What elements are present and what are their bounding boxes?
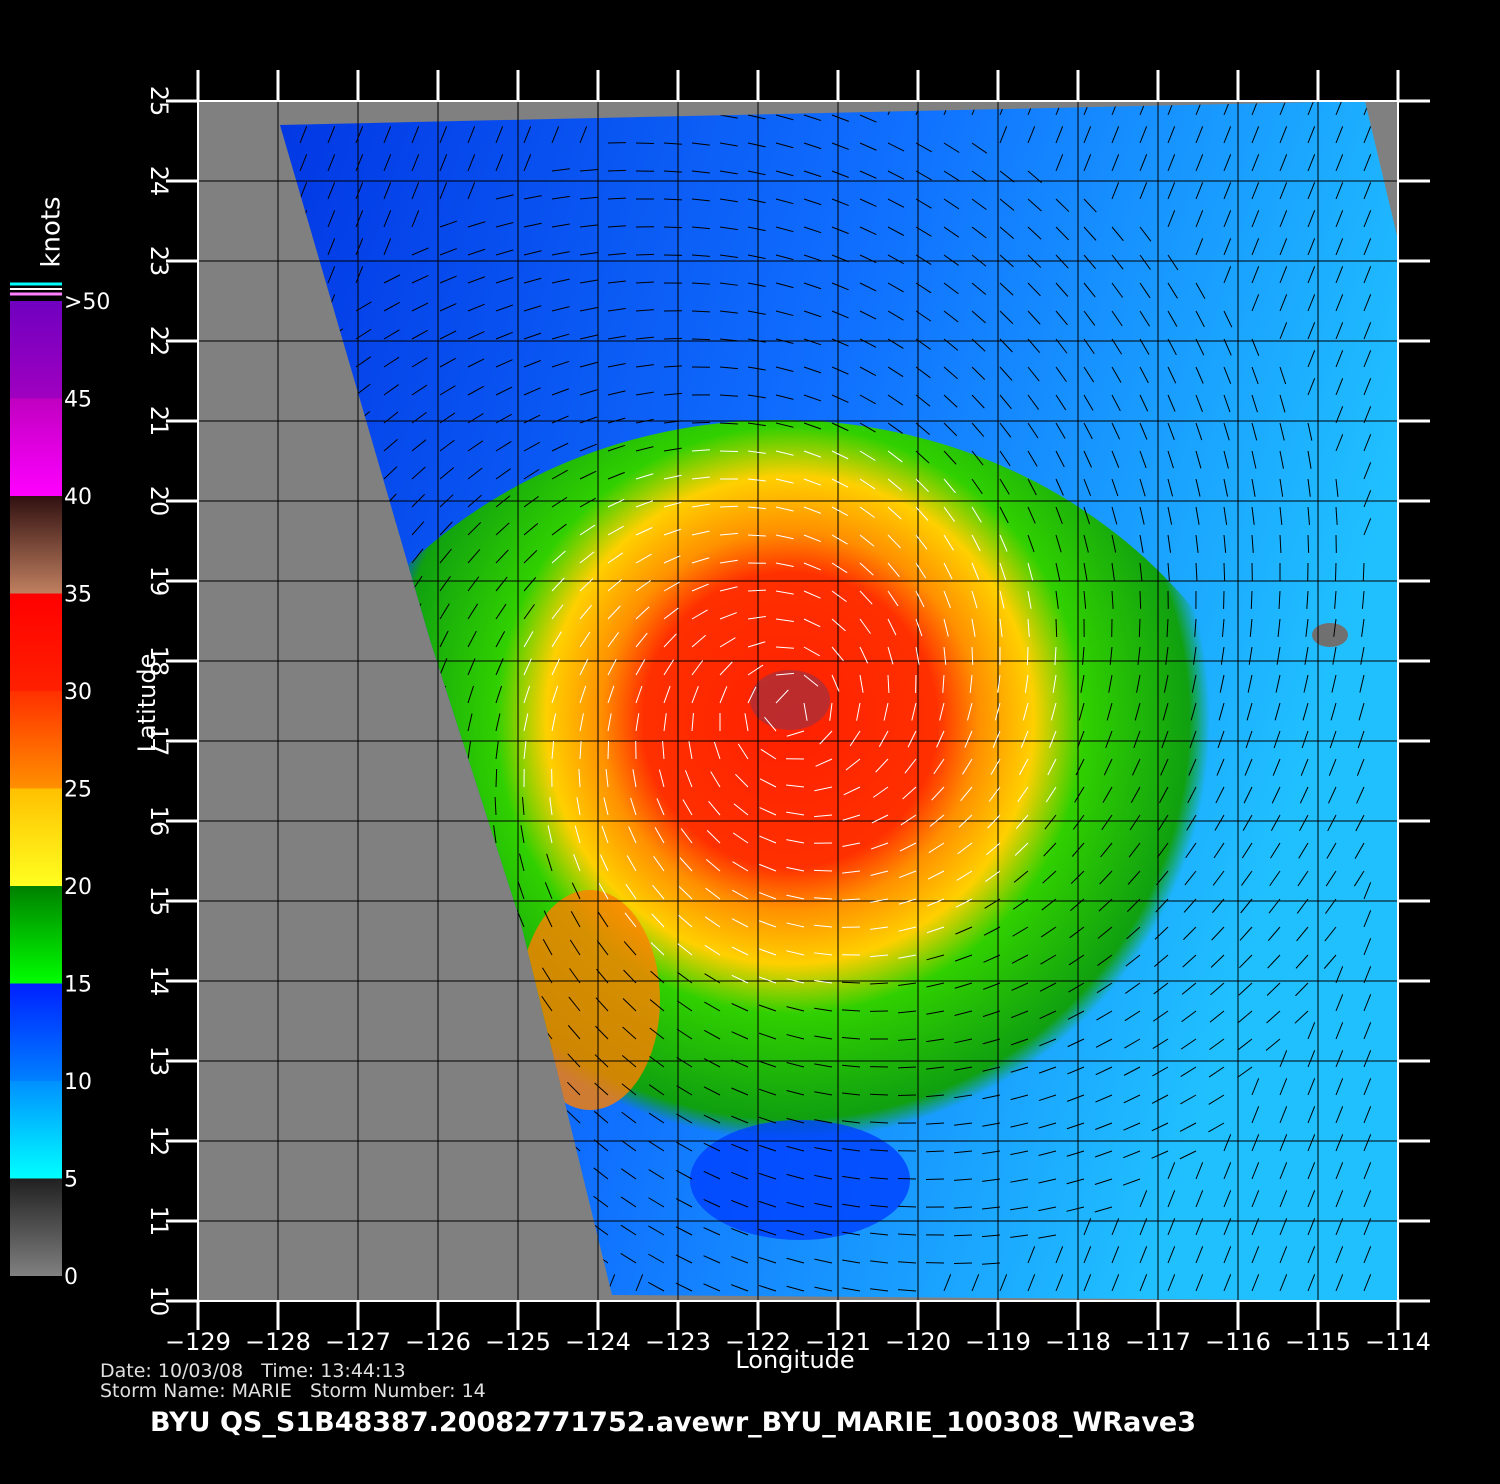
wind-barb [692, 339, 710, 340]
wind-barb [814, 870, 832, 871]
wind-barb [1027, 647, 1028, 665]
x-axis-label: Longitude [735, 1346, 854, 1374]
x-tick-label: −124 [565, 1328, 631, 1356]
wind-barb [496, 769, 497, 787]
colorbar-label: 10 [64, 1070, 92, 1095]
colorbar-segment [10, 691, 62, 789]
y-tick-label: 10 [145, 1286, 173, 1317]
storm-info: Storm Name: MARIE Storm Number: 14 [100, 1380, 486, 1402]
wind-barb [898, 1178, 916, 1179]
x-tick-label: −127 [325, 1328, 391, 1356]
colorbar-segment [10, 399, 62, 497]
wind-barb [1224, 563, 1225, 581]
wind-barb [692, 422, 710, 423]
wind-barb [1139, 619, 1140, 637]
colorbar-segment [10, 496, 62, 594]
y-tick-label: 23 [145, 246, 173, 277]
colorbar-label: 40 [64, 485, 92, 510]
wind-barb [608, 170, 626, 171]
colorbar-segment [10, 301, 62, 399]
colorbar-label: 35 [64, 583, 92, 608]
x-tick-label: −114 [1365, 1328, 1431, 1356]
y-tick-label: 16 [145, 806, 173, 837]
x-tick-label: −118 [1045, 1328, 1111, 1356]
x-tick-label: −117 [1125, 1328, 1191, 1356]
x-tick-label: −125 [485, 1328, 551, 1356]
y-tick-label: 19 [145, 566, 173, 597]
wind-barb [1251, 591, 1252, 609]
colorbar-label: 45 [64, 388, 92, 413]
date-time: Date: 10/03/08 Time: 13:44:13 [100, 1360, 406, 1382]
colorbar-segment [10, 789, 62, 887]
wind-barb [664, 227, 682, 228]
colorbar-label: 25 [64, 778, 92, 803]
colorbar-label: 5 [64, 1168, 78, 1193]
x-tick-label: −116 [1205, 1328, 1271, 1356]
colorbar-segment [10, 886, 62, 984]
y-tick-label: 14 [145, 966, 173, 997]
footer: BYU QS_S1B48387.20082771752.avewr_BYU_MA… [150, 1407, 1196, 1438]
colorbar-label: 15 [64, 973, 92, 998]
x-tick-label: −120 [885, 1328, 951, 1356]
y-tick-label: 12 [145, 1126, 173, 1157]
wind-barb [1140, 591, 1141, 609]
colorbar-label: 0 [64, 1265, 78, 1290]
wind-barb [1335, 563, 1336, 581]
y-tick-label: 15 [145, 886, 173, 917]
colorbar-segment [10, 1179, 62, 1277]
x-tick-label: −129 [165, 1328, 231, 1356]
y-tick-label: 13 [145, 1046, 173, 1077]
x-tick-label: −115 [1285, 1328, 1351, 1356]
colorbar-title: knots [37, 196, 67, 267]
wind-barb [664, 338, 682, 339]
x-tick-label: −128 [245, 1328, 311, 1356]
wind-barb [608, 741, 609, 759]
y-tick-label: 25 [145, 86, 173, 117]
x-tick-label: −119 [965, 1328, 1031, 1356]
x-tick-label: −126 [405, 1328, 471, 1356]
wind-barb [1056, 619, 1057, 637]
y-tick-label: 21 [145, 406, 173, 437]
y-tick-label: 20 [145, 486, 173, 517]
colorbar-label: 20 [64, 875, 92, 900]
y-tick-label: 24 [145, 166, 173, 197]
colorbar-label: 30 [64, 680, 92, 705]
y-tick-label: 11 [145, 1206, 173, 1237]
x-tick-label: −123 [645, 1328, 711, 1356]
wind-barb [1308, 535, 1309, 553]
y-tick-label: 22 [145, 326, 173, 357]
colorbar-segment [10, 984, 62, 1082]
colorbar-segment [10, 594, 62, 692]
colorbar-segment [10, 1081, 62, 1179]
colorbar-label: >50 [64, 290, 110, 315]
y-axis-label: Latitude [133, 654, 161, 753]
wind-barb [636, 254, 654, 255]
colorbar: 0 5 10 15 20 25 30 35 40 45 >50 [10, 284, 110, 1290]
